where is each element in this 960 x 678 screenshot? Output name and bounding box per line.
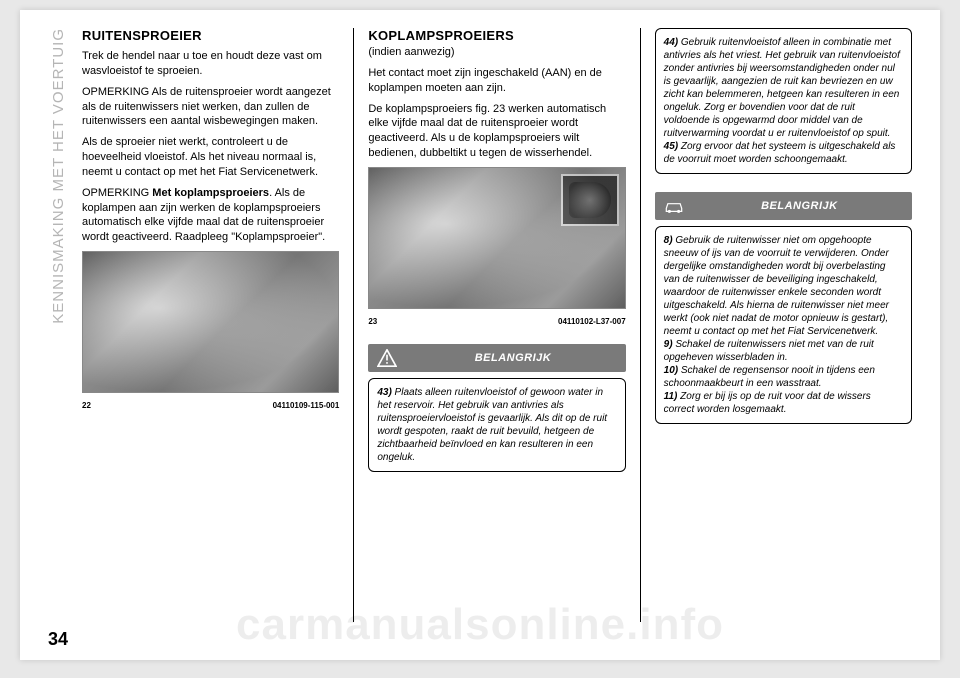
note-45-text: Zorg ervoor dat het systeem is uitgescha… [664,141,896,165]
para-2: OPMERKING Als de ruitensproeier wordt aa… [82,85,339,130]
figure-23-inset [561,174,619,226]
warning-bar-1: BELANGRIJK [368,344,625,372]
note-11-num: 11) [664,391,678,402]
column-2: KOPLAMPSPROEIERS (indien aanwezig) Het c… [368,28,625,622]
manual-page: KENNISMAKING MET HET VOERTUIG RUITENSPRO… [20,10,940,660]
note-43-text: Plaats alleen ruitenvloeistof of gewoon … [377,387,607,463]
content-columns: RUITENSPROEIER Trek de hendel naar u toe… [82,28,912,622]
figure-23-number: 23 [368,317,377,326]
warning-triangle-icon [376,348,398,368]
note-10-text: Schakel de regensensor nooit in tijdens … [664,365,875,389]
column-1: RUITENSPROEIER Trek de hendel naar u toe… [82,28,339,622]
note-44-num: 44) [664,37,678,48]
figure-22 [82,251,339,393]
warning-label-1: BELANGRIJK [408,352,617,364]
column-separator-1 [353,28,354,622]
figure-22-code: 04110109-115-001 [273,401,340,410]
car-icon [663,196,685,216]
note-8-num: 8) [664,235,673,246]
heading-ruitensproeier: RUITENSPROEIER [82,28,339,43]
page-number: 34 [48,629,68,650]
note-44-45: 44) Gebruik ruitenvloeistof alleen in co… [655,28,912,174]
para-4: OPMERKING Met koplampsproeiers. Als de k… [82,186,339,245]
note-11-text: Zorg er bij ijs op de ruit voor dat de w… [664,391,871,415]
figure-22-number: 22 [82,401,91,410]
note-8-text: Gebruik de ruitenwisser niet om opgehoop… [664,235,889,337]
column-separator-2 [640,28,641,622]
note-10-num: 10) [664,365,678,376]
warning-bar-2: BELANGRIJK [655,192,912,220]
note-43: 43) Plaats alleen ruitenvloeistof of gew… [368,378,625,472]
figure-23-labels: 23 04110102-L37-007 [368,317,625,326]
column-3: 44) Gebruik ruitenvloeistof alleen in co… [655,28,912,622]
figure-22-labels: 22 04110109-115-001 [82,401,339,410]
subheading: (indien aanwezig) [368,45,625,60]
note-9-text: Schakel de ruitenwissers niet met van de… [664,339,874,363]
note-45-num: 45) [664,141,678,152]
para-4-bold: Met koplampsproeiers [152,187,269,199]
para-c2-2: De koplampsproeiers fig. 23 werken autom… [368,102,625,161]
note-9-num: 9) [664,339,673,350]
para-4-pre: OPMERKING [82,187,152,199]
para-3: Als de sproeier niet werkt, controleert … [82,135,339,180]
para-1: Trek de hendel naar u toe en houdt deze … [82,49,339,79]
note-8-11: 8) Gebruik de ruitenwisser niet om opgeh… [655,226,912,424]
section-tab: KENNISMAKING MET HET VOERTUIG [50,28,67,324]
warning-label-2: BELANGRIJK [695,200,904,212]
heading-koplampsproeiers: KOPLAMPSPROEIERS [368,28,625,43]
note-44-text: Gebruik ruitenvloeistof alleen in combin… [664,37,900,139]
para-c2-1: Het contact moet zijn ingeschakeld (AAN)… [368,66,625,96]
figure-23 [368,167,625,309]
figure-23-code: 04110102-L37-007 [558,317,626,326]
note-43-num: 43) [377,387,391,398]
